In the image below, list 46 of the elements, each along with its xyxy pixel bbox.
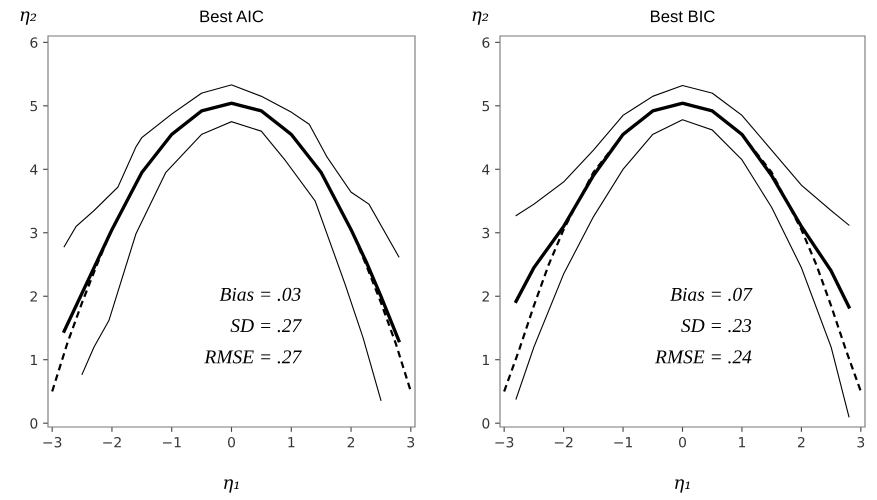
x-tick-label: −2 (554, 436, 572, 448)
x-tick-label: −1 (162, 437, 181, 448)
line-series (503, 102, 862, 393)
y-axis-title: η₂ (472, 11, 488, 25)
chart-title: Best AIC (200, 10, 264, 22)
y-tick-label: 6 (30, 37, 38, 48)
x-tick-label: 0 (228, 436, 235, 448)
x-tick-label: 0 (678, 436, 686, 448)
y-tick-label: 5 (30, 100, 38, 112)
x-axis-title: η₁ (224, 479, 239, 493)
x-tick-label: −3 (495, 436, 514, 448)
line-series (515, 119, 850, 418)
y-tick-label: 5 (482, 100, 490, 112)
x-tick-label: −1 (614, 437, 632, 448)
y-tick-label: 0 (30, 418, 38, 429)
x-tick-label: 1 (288, 437, 294, 448)
x-tick-label: 2 (348, 436, 354, 448)
y-tick-label: 1 (30, 354, 37, 365)
annotation: RMSE = .27 (204, 350, 302, 364)
y-tick-label: 3 (482, 228, 490, 238)
y-tick-label: 1 (482, 354, 489, 365)
annotation: Bias = .07 (670, 288, 753, 301)
annotation: SD = .23 (681, 319, 752, 332)
line-series (51, 102, 412, 393)
x-tick-label: 3 (857, 436, 864, 448)
y-tick-label: 4 (30, 164, 38, 175)
line-series (82, 121, 382, 401)
y-tick-label: 2 (482, 291, 489, 302)
y-tick-label: 2 (30, 291, 37, 302)
annotation: SD = .27 (230, 319, 302, 332)
chart-title: Best BIC (650, 10, 715, 22)
y-tick-label: 4 (482, 164, 490, 175)
x-axis-title: η₁ (675, 479, 690, 493)
y-tick-label: 3 (30, 228, 38, 238)
line-series (64, 84, 400, 258)
y-axis-title: η₂ (20, 11, 36, 25)
line-series (515, 84, 850, 226)
y-tick-label: 6 (482, 37, 490, 48)
annotation: RMSE = .24 (654, 350, 752, 364)
x-tick-label: 1 (739, 437, 746, 448)
annotation: Bias = .03 (220, 288, 301, 301)
y-tick-label: 0 (482, 418, 490, 429)
x-tick-label: −3 (43, 436, 62, 448)
x-tick-label: 2 (798, 436, 804, 448)
x-tick-label: 3 (407, 436, 414, 448)
x-tick-label: −2 (103, 436, 121, 448)
